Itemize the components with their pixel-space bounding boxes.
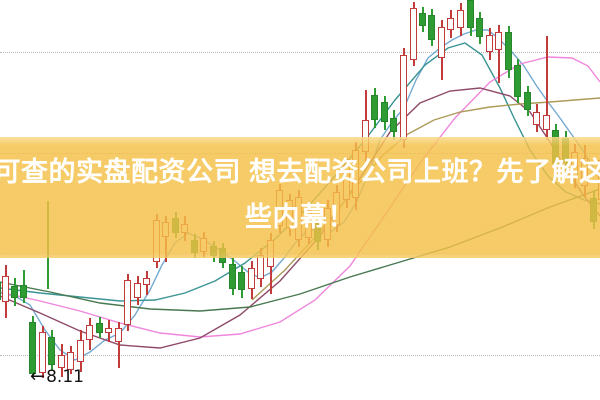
candle-body	[467, 0, 474, 28]
candle-body	[257, 255, 264, 279]
candle-body	[447, 18, 454, 30]
candle-body	[419, 13, 426, 26]
candle-body	[29, 322, 36, 374]
gridline	[0, 355, 600, 356]
candle-body	[143, 278, 150, 285]
candle-body	[86, 325, 93, 340]
candle-body	[476, 18, 483, 37]
candle-body	[115, 328, 122, 342]
candle-body	[67, 352, 74, 370]
banner-text-line1: 可查的实盘配资公司 想去配资公司上班？先了解这	[0, 157, 600, 187]
candle-body	[134, 283, 141, 298]
candle-body	[400, 55, 407, 140]
candle-body	[48, 337, 55, 365]
candle-body	[457, 10, 464, 28]
candle-body	[371, 95, 378, 120]
low-price-value: 8.11	[46, 367, 84, 387]
candle-body	[438, 27, 445, 58]
candle-wick	[118, 322, 120, 368]
candle-body	[2, 276, 9, 302]
candle-wick	[498, 25, 500, 83]
candle-body	[390, 118, 397, 132]
candle-body	[77, 340, 84, 362]
banner-text-line2: 些内幕！	[245, 202, 355, 232]
candle-body	[543, 115, 550, 130]
candle-body	[105, 328, 112, 333]
candle-body	[238, 272, 245, 290]
candle-body	[39, 332, 46, 373]
candle-body	[96, 323, 103, 333]
candle-body	[0, 282, 1, 300]
low-price-annotation: ←8.11	[30, 366, 84, 387]
candle-body	[514, 65, 521, 97]
promo-banner-overlay[interactable]: 可查的实盘配资公司 想去配资公司上班？先了解这 些内幕！	[0, 137, 600, 258]
gridline	[0, 52, 600, 53]
candle-body	[20, 285, 27, 298]
candle-body	[486, 35, 493, 52]
left-arrow-icon: ←	[30, 366, 46, 387]
candle-body	[248, 268, 255, 289]
candle-body	[533, 112, 540, 125]
candle-body	[124, 280, 131, 325]
candle-body	[229, 264, 236, 289]
candle-body	[11, 286, 18, 298]
candle-body	[410, 8, 417, 60]
ma-pink	[0, 56, 600, 338]
candle-wick	[546, 36, 548, 140]
candle-body	[428, 15, 435, 40]
candle-body	[58, 355, 65, 368]
candle-body	[381, 102, 388, 122]
candle-body	[505, 32, 512, 70]
candle-body	[495, 32, 502, 50]
candle-body	[524, 92, 531, 110]
